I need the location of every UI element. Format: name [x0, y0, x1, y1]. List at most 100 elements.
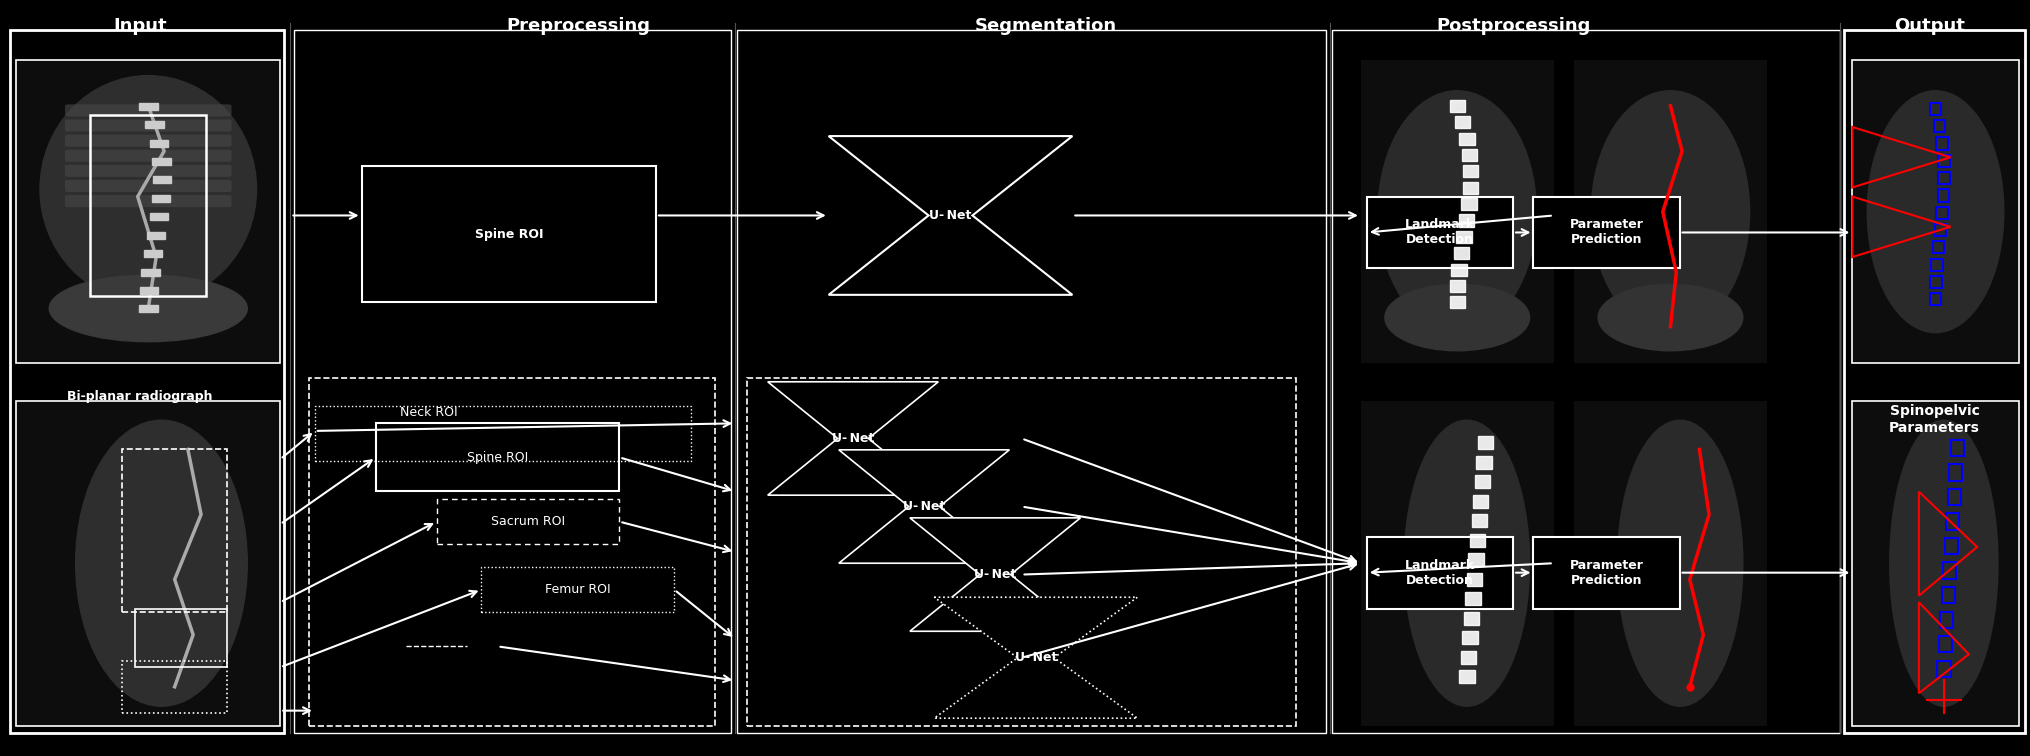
Bar	[1462, 631, 1478, 644]
Bar	[1462, 149, 1476, 161]
Bar	[138, 305, 158, 312]
Bar	[1937, 190, 1949, 202]
Bar	[1449, 296, 1464, 308]
FancyBboxPatch shape	[1573, 401, 1766, 726]
FancyBboxPatch shape	[65, 180, 231, 192]
Bar	[1449, 100, 1464, 112]
FancyBboxPatch shape	[16, 401, 280, 726]
Bar	[1935, 206, 1947, 218]
Polygon shape	[934, 597, 1137, 718]
Polygon shape	[838, 450, 1009, 563]
Bar	[1935, 138, 1947, 150]
Text: U- Net: U- Net	[1015, 651, 1056, 665]
Text: Femur ROI: Femur ROI	[544, 583, 611, 596]
Text: U- Net: U- Net	[974, 568, 1015, 581]
Text: Preprocessing: Preprocessing	[508, 17, 650, 36]
Text: U- Net: U- Net	[903, 500, 944, 513]
FancyBboxPatch shape	[1533, 197, 1679, 268]
Bar	[1937, 155, 1949, 167]
Bar	[1478, 436, 1492, 449]
Ellipse shape	[75, 420, 248, 706]
Bar	[144, 121, 164, 129]
Bar	[150, 213, 168, 220]
FancyBboxPatch shape	[65, 150, 231, 162]
FancyBboxPatch shape	[747, 378, 1295, 726]
FancyBboxPatch shape	[436, 499, 619, 544]
Bar	[1931, 259, 1943, 271]
Bar	[1949, 440, 1963, 456]
Bar	[1460, 651, 1476, 664]
Bar	[152, 176, 171, 184]
Bar	[1464, 593, 1480, 606]
Bar	[142, 268, 160, 275]
Text: Output: Output	[1894, 17, 1963, 36]
Bar	[1462, 166, 1478, 178]
Ellipse shape	[41, 76, 256, 302]
FancyBboxPatch shape	[481, 567, 674, 612]
Ellipse shape	[49, 275, 248, 342]
Bar	[1947, 489, 1959, 505]
FancyBboxPatch shape	[1533, 537, 1679, 609]
Bar	[1453, 116, 1470, 129]
Bar	[1939, 637, 1951, 652]
Text: U- Net: U- Net	[930, 209, 970, 222]
Bar	[1470, 534, 1484, 547]
Bar	[1943, 538, 1957, 554]
Bar	[1928, 103, 1941, 115]
Bar	[1937, 172, 1949, 184]
Bar	[146, 232, 164, 239]
Text: Postprocessing: Postprocessing	[1435, 17, 1589, 36]
Bar	[150, 140, 168, 147]
FancyBboxPatch shape	[737, 30, 1326, 733]
Bar	[1928, 276, 1941, 288]
FancyBboxPatch shape	[1360, 60, 1553, 363]
FancyBboxPatch shape	[65, 119, 231, 132]
Text: Bi-planar radiograph: Bi-planar radiograph	[67, 390, 213, 404]
Bar	[1943, 562, 1955, 579]
Bar	[1466, 573, 1482, 586]
Bar	[1472, 495, 1488, 508]
FancyBboxPatch shape	[1360, 401, 1553, 726]
Bar	[1928, 293, 1941, 305]
FancyBboxPatch shape	[1366, 537, 1512, 609]
FancyBboxPatch shape	[1366, 197, 1512, 268]
FancyBboxPatch shape	[376, 423, 619, 491]
Ellipse shape	[1598, 284, 1742, 351]
FancyBboxPatch shape	[1332, 30, 1839, 733]
FancyBboxPatch shape	[65, 165, 231, 177]
Bar	[1453, 247, 1468, 259]
FancyBboxPatch shape	[10, 30, 284, 733]
FancyBboxPatch shape	[1851, 401, 2018, 726]
FancyBboxPatch shape	[294, 30, 731, 733]
Bar	[144, 250, 162, 257]
Text: Sacrum ROI: Sacrum ROI	[491, 515, 564, 528]
Polygon shape	[767, 382, 938, 495]
FancyBboxPatch shape	[65, 195, 231, 207]
FancyBboxPatch shape	[361, 166, 656, 302]
Bar	[1935, 224, 1945, 236]
FancyBboxPatch shape	[1573, 60, 1766, 363]
Ellipse shape	[1866, 91, 2004, 333]
Bar	[1949, 464, 1961, 481]
Text: Spine ROI: Spine ROI	[475, 228, 542, 241]
Bar	[1472, 514, 1486, 528]
Bar	[1451, 264, 1466, 276]
Bar	[1464, 612, 1478, 625]
Text: Parameter
Prediction: Parameter Prediction	[1569, 559, 1642, 587]
Ellipse shape	[1592, 91, 1748, 333]
Bar	[1458, 132, 1474, 144]
Bar	[1933, 241, 1943, 253]
Bar	[1458, 671, 1474, 683]
Bar	[1458, 215, 1474, 227]
Bar	[140, 287, 158, 294]
Text: Segmentation: Segmentation	[974, 17, 1116, 36]
FancyBboxPatch shape	[1843, 30, 2024, 733]
Text: Spinopelvic
Parameters: Spinopelvic Parameters	[1888, 404, 1979, 435]
Text: Neck ROI: Neck ROI	[400, 405, 457, 419]
Text: Parameter
Prediction: Parameter Prediction	[1569, 218, 1642, 246]
Ellipse shape	[1888, 420, 1998, 706]
Ellipse shape	[1384, 284, 1529, 351]
Bar	[152, 158, 171, 165]
Bar	[1933, 120, 1945, 132]
Bar	[1937, 661, 1949, 677]
